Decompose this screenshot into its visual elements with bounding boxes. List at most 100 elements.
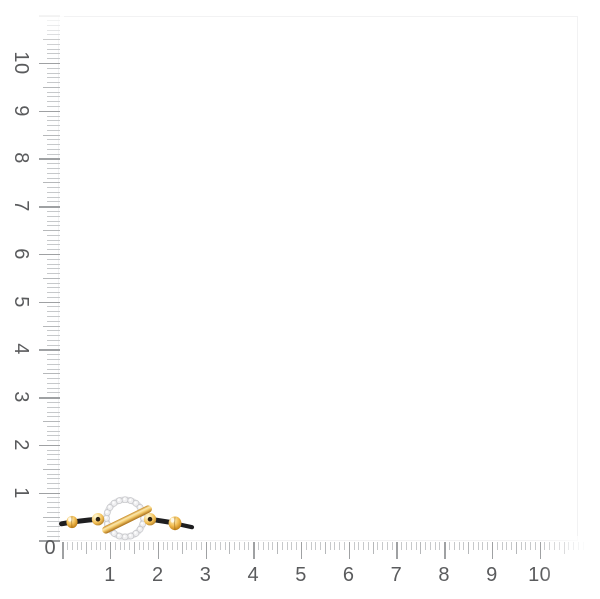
ruler-tick (310, 542, 312, 550)
ruler-tick (234, 542, 236, 550)
ruler-label: 3 (10, 391, 33, 403)
ruler-tick (401, 542, 403, 550)
diamond-stone-sparkle (117, 498, 120, 502)
ruler-tick (67, 542, 69, 550)
ruler-tick (95, 542, 97, 550)
ruler-tick (47, 210, 60, 212)
ruler-tick (110, 542, 112, 559)
ruler-label: 6 (10, 248, 33, 260)
ruler-tick (210, 542, 212, 550)
ruler-tick (43, 421, 60, 423)
ruler-label: 9 (10, 104, 33, 117)
ruler-tick (243, 542, 245, 550)
photo-frame (58, 16, 578, 541)
ruler-tick (47, 497, 60, 499)
ruler-tick (43, 516, 60, 518)
diamond-stone-sparkle (142, 516, 145, 519)
diamond-stone-sparkle (112, 501, 115, 504)
ruler-tick (491, 542, 494, 559)
ruler-tick (47, 483, 60, 485)
ruler-tick (525, 542, 527, 550)
ruler-tick (219, 542, 221, 550)
ruler-tick (43, 277, 60, 279)
ruler-tick (468, 542, 470, 554)
ruler-tick (47, 392, 60, 394)
ruler-tick (129, 542, 131, 550)
ruler-tick (47, 148, 60, 150)
ruler-tick (343, 542, 345, 550)
ruler-label: 7 (10, 200, 33, 213)
ruler-tick (47, 77, 60, 79)
ruler-tick (444, 542, 446, 559)
ruler-tick (47, 521, 60, 523)
diamond-stone-sparkle (123, 498, 126, 501)
ruler-tick (47, 411, 60, 413)
ruler-tick (47, 358, 60, 360)
ruler-tick (47, 473, 60, 475)
ruler-tick (253, 542, 255, 559)
ruler-tick (39, 349, 60, 351)
ruler-fade-top (0, 0, 64, 50)
diamond-stone-sparkle (129, 498, 132, 502)
ruler-tick (487, 542, 489, 550)
ruler-tick (47, 91, 60, 93)
ruler-tick (47, 96, 60, 98)
ruler-tick (47, 244, 60, 246)
ruler-tick (39, 492, 60, 495)
ruler-tick (396, 542, 398, 559)
ruler-tick (47, 144, 60, 146)
ruler-tick (281, 542, 283, 550)
ruler-tick (186, 542, 188, 550)
ruler-tick (114, 542, 116, 550)
ruler-label: 8 (438, 563, 451, 586)
ruler-tick (162, 542, 164, 550)
ruler-tick (382, 542, 384, 550)
ruler-tick (47, 339, 60, 341)
ruler-tick (47, 258, 60, 260)
ruler-tick (124, 542, 126, 550)
ruler-tick (148, 542, 150, 550)
ruler-tick (47, 440, 60, 442)
ruler-tick (224, 542, 226, 550)
ruler-fade-right (541, 536, 600, 596)
ruler-tick (463, 542, 465, 550)
gold-bead-right (168, 516, 182, 531)
ruler-tick (47, 306, 60, 308)
ruler-tick (238, 542, 240, 550)
ruler-tick (47, 320, 60, 322)
diamond-stone-sparkle (117, 534, 120, 537)
ruler-label: 10 (10, 51, 33, 75)
ruler-tick (477, 542, 479, 550)
ruler-tick (377, 542, 379, 550)
ruler-tick (195, 542, 197, 550)
ruler-tick (47, 201, 60, 203)
ruler-tick (453, 542, 455, 550)
ruler-tick (47, 354, 60, 356)
ruler-tick (496, 542, 498, 550)
ruler-tick (47, 196, 60, 198)
ruler-tick (47, 454, 60, 456)
diamond-stone-sparkle (138, 505, 141, 508)
ruler-tick (105, 542, 107, 550)
gold-bar (102, 505, 152, 534)
ruler-tick (76, 542, 78, 550)
ruler-tick (47, 125, 60, 127)
ruler-tick (248, 542, 250, 550)
ruler-tick (43, 373, 60, 375)
ruler-label: 2 (10, 439, 33, 451)
ruler-tick (358, 542, 360, 550)
ruler-label: 4 (247, 563, 260, 586)
ruler-tick (47, 487, 60, 489)
ruler-tick (506, 542, 508, 550)
ruler-tick (353, 542, 355, 550)
ruler-tick (501, 542, 503, 550)
ruler-origin-label: 0 (44, 536, 56, 559)
ruler-tick (47, 416, 60, 418)
ruler-tick (47, 239, 60, 241)
diamond-stone-sparkle (123, 535, 126, 538)
ruler-tick (47, 273, 60, 275)
ruler-tick (47, 129, 60, 131)
ruler-tick (47, 311, 60, 313)
ruler-tick (458, 542, 460, 550)
